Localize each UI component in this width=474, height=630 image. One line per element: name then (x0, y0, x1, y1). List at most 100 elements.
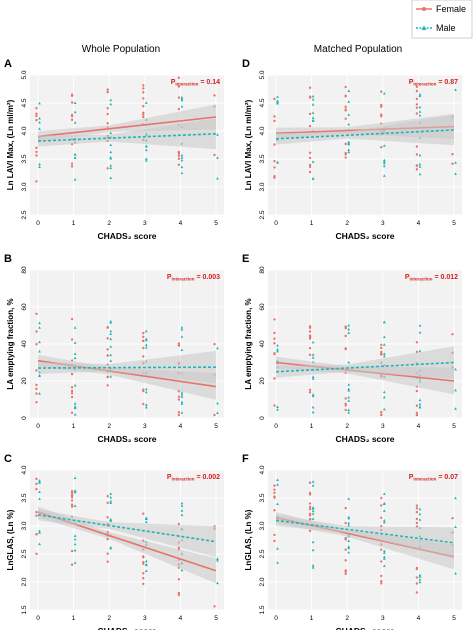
data-point-male (109, 501, 113, 505)
y-axis-label: LnGLAS, (Ln %) (244, 509, 253, 570)
data-point-male (144, 101, 148, 104)
data-point-male (418, 349, 422, 353)
data-point-male (276, 161, 279, 164)
data-point-female (70, 505, 74, 508)
data-point-male (73, 489, 77, 492)
y-tick-label: 4.0 (259, 126, 266, 135)
data-point-male (180, 501, 184, 505)
y-tick-label: 1.5 (259, 605, 266, 614)
data-point-male (347, 516, 351, 520)
confidence-band-male (38, 509, 216, 558)
data-point-male (109, 546, 113, 549)
data-point-female (273, 352, 276, 355)
data-point-male (180, 402, 184, 405)
data-point-female (308, 330, 312, 333)
data-point-male (347, 389, 351, 392)
y-tick-label: 0 (259, 416, 266, 420)
data-point-male (180, 504, 184, 507)
data-point-male (144, 159, 148, 162)
data-point-female (380, 548, 383, 551)
data-point-male (418, 512, 422, 516)
y-tick-label: 5.0 (21, 70, 28, 79)
data-point-female (35, 330, 38, 333)
data-point-female (142, 402, 145, 406)
data-point-male (418, 153, 422, 157)
x-tick-label: 1 (310, 615, 314, 622)
data-point-male (38, 480, 41, 483)
data-point-male (276, 405, 279, 408)
y-tick-label: 20 (21, 377, 28, 385)
data-point-female (344, 94, 347, 98)
data-point-male (144, 520, 148, 523)
data-point-female (142, 97, 145, 100)
data-point-female (70, 395, 74, 399)
panel-letter: C (4, 453, 12, 465)
data-point-male (311, 353, 315, 356)
data-point-female (70, 94, 74, 97)
data-point-male (454, 496, 457, 500)
data-point-female (70, 372, 74, 376)
data-point-male (109, 495, 113, 499)
panel-A: A 2.5 3.0 3.5 4.0 4.5 5.0 0 1 2 3 4 5 CHADS₂ score Ln … (4, 58, 224, 241)
data-point-female (106, 107, 109, 110)
p-interaction-label: Pinteraction = 0.003 (167, 274, 220, 282)
legend-female-label: Female (436, 4, 466, 14)
data-point-female (106, 88, 109, 91)
y-tick-label: 3.5 (21, 493, 28, 502)
y-tick-label: 3.5 (259, 154, 266, 163)
column-title-left: Whole Population (82, 44, 160, 55)
data-point-male (109, 517, 113, 521)
data-point-female (344, 105, 347, 109)
data-point-male (73, 490, 77, 494)
data-point-female (415, 85, 419, 88)
data-point-male (73, 561, 77, 564)
data-point-female (177, 342, 181, 345)
y-axis-label: Ln LAVI Max, (Ln ml/m²) (6, 99, 15, 190)
legend-male-marker (421, 25, 427, 30)
data-point-male (38, 116, 41, 120)
y-tick-label: 2.0 (21, 577, 28, 586)
data-point-male (347, 100, 351, 103)
data-point-male (347, 387, 351, 391)
data-point-male (311, 512, 315, 515)
data-point-female (70, 389, 74, 393)
data-point-male (276, 408, 279, 411)
x-tick-label: 4 (417, 423, 421, 430)
data-point-female (273, 495, 276, 498)
data-point-female (273, 533, 276, 537)
x-tick-label: 4 (179, 615, 183, 622)
data-point-female (213, 94, 216, 97)
data-point-male (109, 353, 113, 357)
panel-B: B 0 20 40 60 80 0 1 2 3 4 5 CHADS₂ score LA emptying … (4, 253, 224, 444)
data-point-male (311, 394, 315, 398)
x-tick-label: 4 (179, 220, 183, 227)
x-tick-label: 1 (72, 423, 76, 430)
data-point-female (213, 605, 216, 608)
data-point-male (311, 94, 315, 98)
panel-D: D 2.5 3.0 3.5 4.0 4.5 5.0 0 1 2 3 4 5 CHADS₂ score Ln … (242, 58, 462, 241)
x-tick-label: 2 (345, 423, 349, 430)
data-point-female (380, 580, 383, 583)
data-point-male (382, 144, 386, 147)
data-point-male (38, 340, 41, 344)
data-point-male (276, 343, 279, 347)
data-point-male (38, 165, 41, 169)
x-tick-label: 2 (345, 220, 349, 227)
data-point-female (308, 353, 312, 357)
data-point-male (216, 581, 219, 585)
data-point-male (454, 367, 457, 371)
data-point-male (109, 359, 113, 362)
data-point-male (347, 546, 351, 550)
data-point-female (415, 97, 419, 101)
data-point-male (73, 178, 77, 181)
data-point-male (109, 329, 113, 333)
data-point-female (308, 346, 312, 350)
data-point-male (144, 569, 148, 572)
data-point-male (216, 411, 219, 414)
data-point-male (109, 102, 113, 106)
data-point-female (308, 96, 312, 99)
y-tick-label: 1.5 (21, 605, 28, 614)
x-tick-label: 1 (72, 615, 76, 622)
y-tick-label: 3.5 (21, 154, 28, 163)
